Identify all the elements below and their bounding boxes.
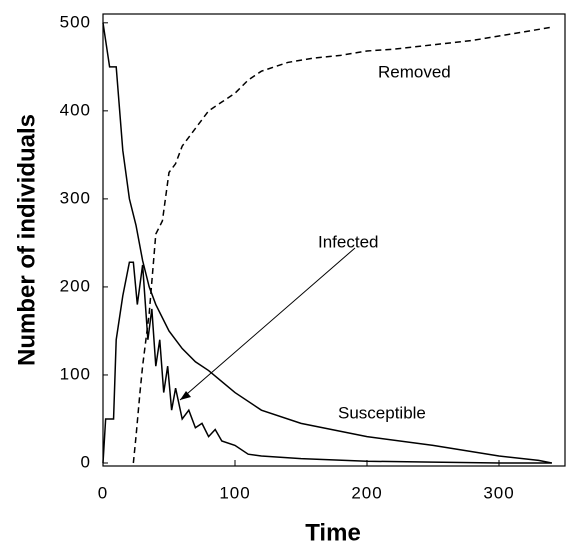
series-line <box>102 22 552 464</box>
x-tick-label: 300 <box>483 483 514 502</box>
y-tick-label: 0 <box>81 452 91 471</box>
y-tick-label: 200 <box>60 276 91 295</box>
x-tick-label: 100 <box>219 483 250 502</box>
x-tick-label: 0 <box>98 483 108 502</box>
series-line <box>102 261 552 464</box>
x-axis-title: Time <box>305 519 361 546</box>
series-label: Susceptible <box>338 403 426 422</box>
arrow-head <box>180 391 191 400</box>
y-tick-label: 400 <box>60 100 91 119</box>
y-tick-label: 500 <box>60 12 91 31</box>
annotation-arrow <box>179 247 356 401</box>
series-label: Infected <box>318 232 379 251</box>
y-tick-label: 100 <box>60 364 91 383</box>
series-line <box>132 26 552 464</box>
series-label: Removed <box>378 62 451 81</box>
x-tick-label: 200 <box>351 483 382 502</box>
y-axis-title: Number of individuals <box>13 114 40 366</box>
y-tick-label: 300 <box>60 188 91 207</box>
plot-frame <box>102 13 566 467</box>
